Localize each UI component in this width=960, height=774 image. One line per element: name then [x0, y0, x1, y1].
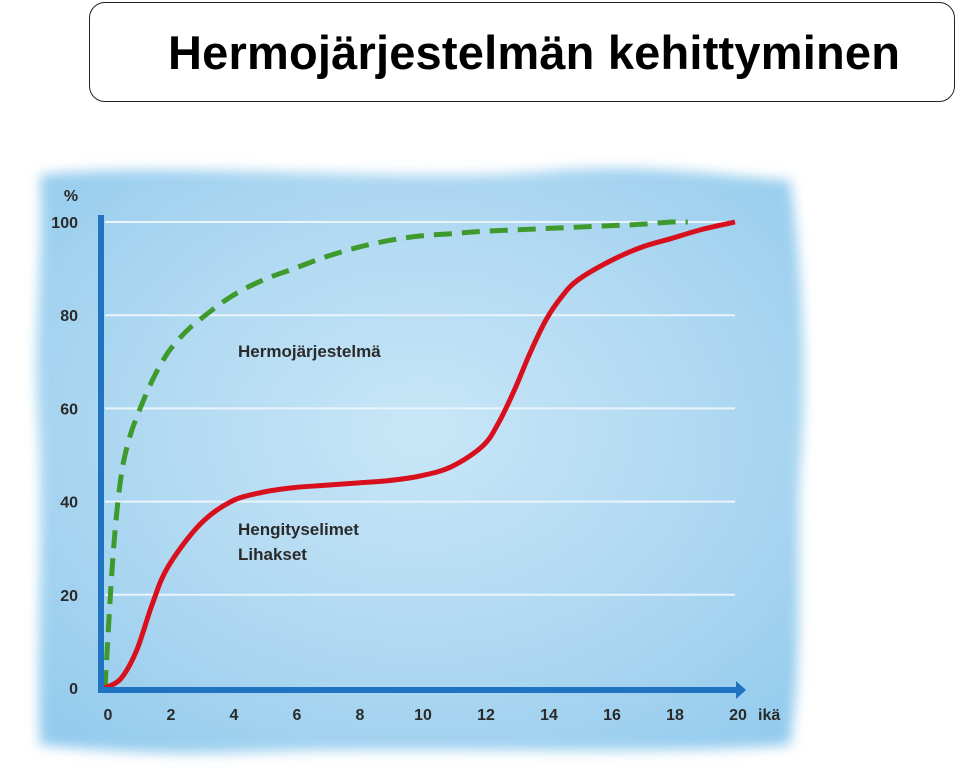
x-tick-label-4: 4 — [230, 707, 239, 724]
x-axis-arrow — [736, 681, 746, 699]
series-line-hermojarjestelma — [102, 219, 688, 689]
y-tick-label-20: 20 — [60, 588, 78, 605]
x-axis-label: ikä — [758, 707, 780, 724]
x-tick-label-8: 8 — [356, 707, 365, 724]
y-tick-label-100: 100 — [51, 215, 78, 232]
series-label-hengityselimet: Hengityselimet — [238, 520, 359, 539]
y-tick-label-0: 0 — [69, 681, 78, 698]
watercolor-background — [36, 168, 804, 754]
page-title: Hermojärjestelmän kehittyminen — [168, 26, 901, 79]
series-label-lihakset: Lihakset — [238, 545, 307, 564]
x-tick-label-14: 14 — [540, 707, 558, 724]
x-tick-label-12: 12 — [477, 707, 495, 724]
x-tick-label-6: 6 — [293, 707, 302, 724]
x-tick-label-20: 20 — [729, 707, 747, 724]
series-line-hengityselimet-lihakset — [103, 219, 736, 691]
y-unit-label: % — [64, 188, 78, 205]
title-box: Hermojärjestelmän kehittyminen — [89, 2, 955, 102]
series-label-hermojarjestelma: Hermojärjestelmä — [238, 342, 381, 361]
y-tick-label-60: 60 — [60, 401, 78, 418]
x-tick-label-0: 0 — [104, 707, 113, 724]
x-tick-label-18: 18 — [666, 707, 684, 724]
x-tick-label-16: 16 — [603, 707, 621, 724]
y-tick-label-40: 40 — [60, 495, 78, 512]
x-tick-label-2: 2 — [167, 707, 176, 724]
x-tick-label-10: 10 — [414, 707, 432, 724]
y-tick-label-80: 80 — [60, 308, 78, 325]
